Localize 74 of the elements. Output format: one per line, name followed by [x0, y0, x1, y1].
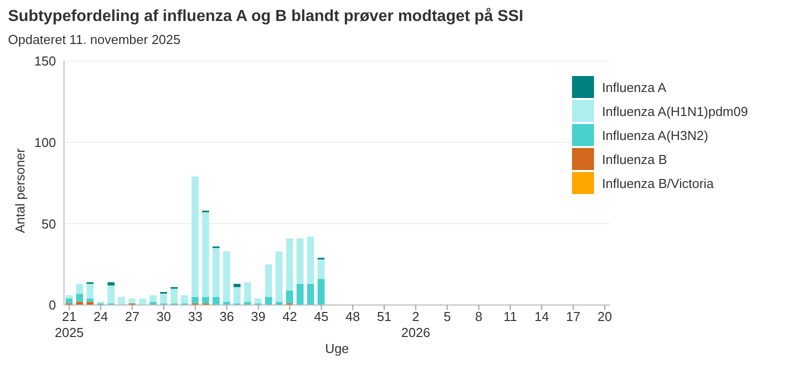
- chart-title: Subtypefordeling af influenza A og B blandt prøver modtaget på SSI: [8, 8, 524, 26]
- legend-label: Influenza B: [602, 152, 668, 166]
- y-tick-label: 50: [42, 216, 56, 232]
- bar: [223, 251, 230, 302]
- x-tick-label: 20: [598, 309, 612, 324]
- bar: [139, 298, 146, 305]
- x-axis-title: Uge: [325, 341, 349, 356]
- x-tick-label: 5: [444, 309, 451, 324]
- bar: [76, 284, 84, 294]
- bar: [118, 296, 126, 305]
- y-tick-label: 150: [34, 54, 56, 69]
- bar: [286, 238, 294, 290]
- bar: [307, 236, 314, 284]
- bar: [296, 238, 304, 284]
- x-tick-label: 42: [282, 309, 297, 324]
- x-tick-label: 36: [220, 309, 234, 324]
- bar: [318, 278, 325, 305]
- x-tick-label: 17: [566, 309, 580, 324]
- legend-label: Influenza A: [602, 80, 666, 94]
- bar: [286, 290, 294, 304]
- bar: [265, 296, 272, 305]
- bar: [150, 295, 157, 302]
- legend-label: Influenza B/Victoria: [602, 176, 714, 190]
- bar: [86, 298, 94, 302]
- bar: [86, 284, 94, 298]
- x-tick-label: 48: [346, 309, 360, 324]
- x-tick-label: 30: [156, 309, 171, 324]
- bar: [254, 298, 262, 304]
- bar: [307, 284, 314, 305]
- bar: [244, 282, 252, 302]
- bar: [212, 296, 220, 305]
- x-tick-label: 33: [188, 309, 202, 324]
- bar: [234, 284, 241, 288]
- x-tick-label: 45: [314, 309, 328, 324]
- bar: [192, 176, 199, 297]
- bar: [66, 298, 73, 304]
- chart-subtitle: Opdateret 11. november 2025: [8, 32, 182, 47]
- bar: [223, 302, 230, 305]
- bar: [108, 282, 115, 286]
- legend-label: Influenza A(H3N2): [602, 128, 708, 142]
- y-axis-title: Antal personer: [12, 148, 28, 233]
- x-tick-label: 2 2026: [401, 309, 430, 340]
- y-tick-label: 0: [48, 298, 56, 313]
- bar: [202, 212, 210, 297]
- bar: [265, 264, 272, 297]
- bar: [150, 302, 157, 305]
- bar: [318, 259, 325, 279]
- legend-label: Influenza A(H1N1)pdm09: [602, 104, 748, 118]
- bar: [192, 296, 199, 304]
- bar: [276, 251, 283, 302]
- bar: [160, 294, 168, 304]
- x-tick-label: 51: [377, 309, 392, 324]
- bar: [202, 296, 210, 304]
- x-tick-label: 24: [94, 309, 108, 324]
- bar: [234, 287, 241, 304]
- x-tick-label: 21 2025: [54, 309, 84, 340]
- bar: [296, 284, 304, 305]
- bar: [76, 294, 84, 302]
- bar: [76, 302, 84, 305]
- bar: [276, 302, 283, 305]
- bar: [170, 288, 178, 304]
- x-tick-label: 8: [475, 309, 482, 324]
- bar: [212, 248, 220, 297]
- x-tick-label: 39: [251, 309, 266, 324]
- bar: [128, 298, 136, 304]
- bar: [244, 302, 252, 305]
- bar: [66, 295, 73, 298]
- bar: [108, 285, 115, 304]
- bar: [181, 295, 188, 304]
- y-tick-label: 100: [34, 134, 56, 150]
- x-tick-label: 14: [534, 309, 549, 324]
- x-tick-label: 11: [504, 309, 517, 324]
- bar: [86, 302, 94, 305]
- x-tick-label: 27: [125, 309, 140, 324]
